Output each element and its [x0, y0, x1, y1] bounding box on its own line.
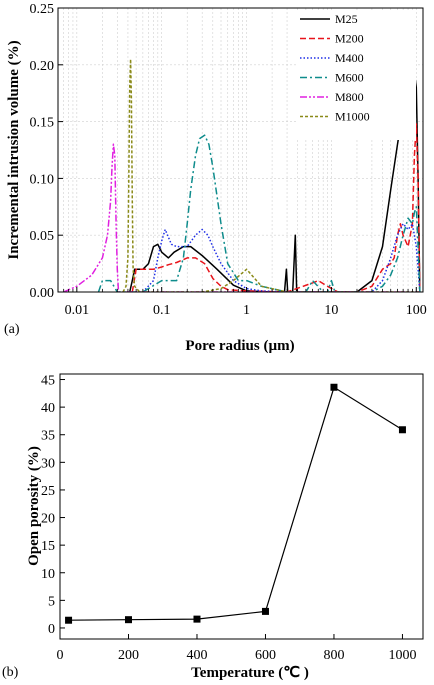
x-tick-label: 100	[406, 303, 427, 318]
y-tick-label: 40	[41, 401, 55, 416]
series-line-m200	[131, 123, 421, 292]
y-tick-label: 0.20	[30, 59, 55, 74]
panel-a-y-axis-label: Incremental intrusion volume (%)	[6, 40, 22, 259]
data-point-marker	[261, 607, 269, 615]
porosity-line	[68, 386, 403, 621]
y-tick-label: 10	[41, 567, 55, 582]
panel-a-x-axis-label: Pore radius (µm)	[185, 338, 294, 354]
legend-label-m600: M600	[335, 71, 364, 85]
legend-label-m25: M25	[335, 12, 358, 26]
x-tick-label: 0.01	[65, 303, 90, 318]
x-tick-label: 400	[186, 648, 207, 663]
panel-a-y-ticks: 0.00 0.05 0.10 0.15 0.20 0.25	[30, 2, 63, 301]
panel-a-label: (a)	[4, 322, 20, 337]
panel-b-frame	[59, 373, 424, 640]
data-point-marker	[65, 616, 73, 624]
series-line-m800	[63, 143, 420, 292]
data-point-marker	[193, 615, 201, 623]
y-tick-label: 30	[41, 456, 55, 471]
y-tick-label: 15	[41, 539, 55, 554]
y-tick-label: 0	[48, 622, 55, 637]
y-tick-label: 5	[48, 594, 55, 609]
y-tick-label: 0.00	[30, 286, 55, 301]
panel-a-x-ticks: 0.01 0.1 1 10 100	[57, 287, 427, 318]
data-point-marker	[330, 383, 338, 391]
y-tick-label: 0.10	[30, 172, 55, 187]
y-tick-label: 0.05	[30, 229, 55, 244]
data-point-marker	[124, 616, 132, 624]
panel-a-chart: 0.00 0.05 0.10 0.15 0.20 0.25 0.01 0.1 1 10 100 M…	[4, 2, 427, 354]
panel-a-frame	[57, 7, 424, 293]
series-line-m600	[97, 134, 421, 292]
legend-label-m200: M200	[335, 32, 364, 46]
x-tick-label: 1	[243, 303, 250, 318]
legend-label-m400: M400	[335, 51, 364, 65]
panel-b-x-axis-label: Temperature (℃ )	[191, 665, 309, 681]
y-tick-label: 0.15	[30, 116, 55, 131]
data-point-marker	[398, 426, 406, 434]
x-tick-label: 0	[57, 648, 64, 663]
panel-a-legend: M25 M200 M400 M600 M800 M1000	[296, 10, 416, 140]
panel-b-y-axis-label: Open porosity (%)	[26, 446, 42, 566]
x-tick-label: 1000	[388, 648, 416, 663]
y-tick-label: 45	[41, 374, 55, 389]
x-tick-label: 800	[323, 648, 344, 663]
panel-b-y-ticks: 0 5 10 15 20 25 30 35 40 45	[41, 374, 65, 637]
x-tick-label: 10	[324, 303, 338, 318]
x-tick-label: 0.1	[153, 303, 171, 318]
panel-b-chart: 0 5 10 15 20 25 30 35 40 45 0 200 400 600 800 1000 Ope…	[2, 373, 424, 681]
y-tick-label: 35	[41, 429, 55, 444]
panel-a-legend-box	[296, 10, 416, 140]
x-tick-label: 200	[118, 648, 139, 663]
panel-b-series	[65, 383, 406, 624]
y-tick-label: 0.25	[30, 2, 55, 17]
y-tick-label: 25	[41, 484, 55, 499]
x-tick-label: 600	[255, 648, 276, 663]
legend-label-m800: M800	[335, 90, 364, 104]
legend-label-m1000: M1000	[335, 110, 370, 124]
panel-b-x-ticks: 0 200 400 600 800 1000	[57, 634, 416, 663]
panel-b-label: (b)	[2, 665, 19, 680]
y-tick-label: 20	[41, 512, 55, 527]
